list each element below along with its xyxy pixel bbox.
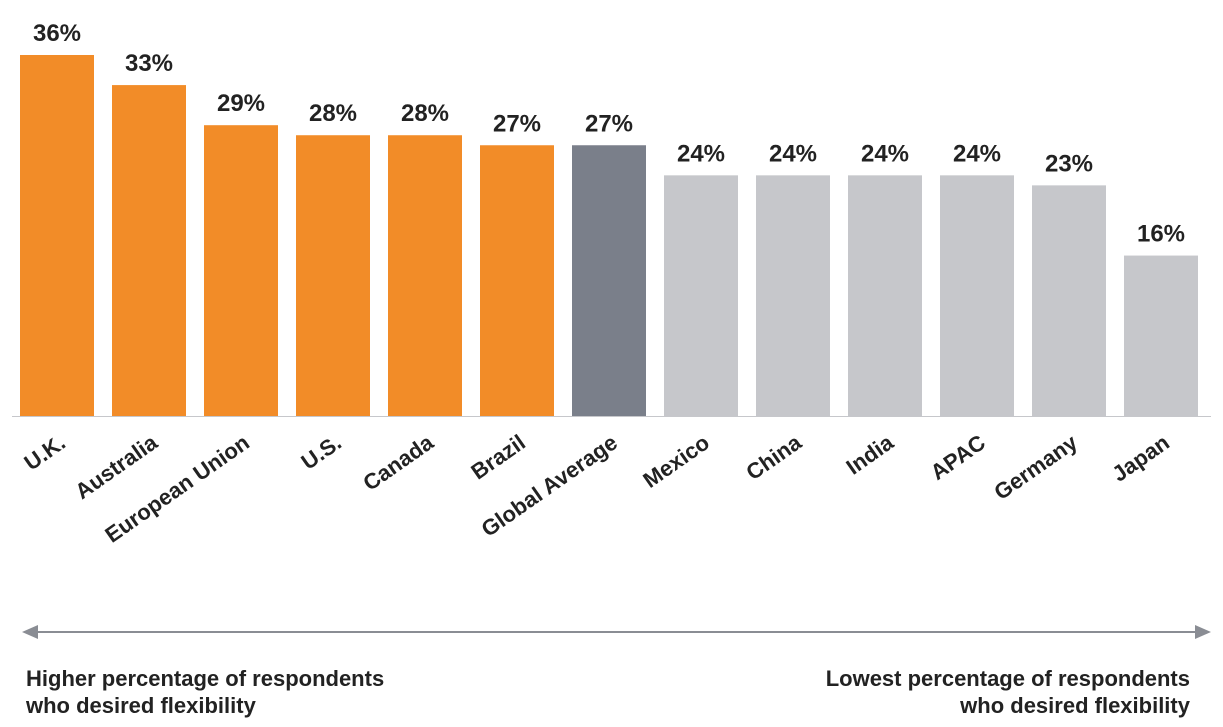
value-label-mexico: 24% <box>677 140 725 167</box>
category-label-germany: Germany <box>989 429 1082 505</box>
value-label-germany: 23% <box>1045 150 1093 177</box>
higher-percentage-note: Higher percentage of respondents who des… <box>26 665 384 719</box>
category-label-china: China <box>741 429 806 485</box>
value-label-japan: 16% <box>1137 221 1185 248</box>
category-label-japan: Japan <box>1107 430 1173 487</box>
category-label-brazil: Brazil <box>466 430 529 485</box>
category-label-apac: APAC <box>926 430 990 485</box>
value-label-apac: 24% <box>953 140 1001 167</box>
category-label-mexico: Mexico <box>638 430 713 493</box>
bar-u-s <box>296 135 370 416</box>
higher-note-line-1: Higher percentage of respondents <box>26 666 385 691</box>
bar-global-average <box>572 145 646 416</box>
lowest-percentage-note: Lowest percentage of respondents who des… <box>826 665 1190 719</box>
value-labels-group: 36% 33% 29% 28% 28% 27% 27% 24% 24% 24% 24% 23% 16% <box>33 20 1185 248</box>
value-label-u-s: 28% <box>309 100 357 127</box>
bar-european-union <box>204 125 278 416</box>
bar-china <box>756 175 830 416</box>
value-label-u-k: 36% <box>33 20 81 47</box>
lowest-note-line-2: who desired flexibility <box>960 693 1190 718</box>
category-label-india: India <box>841 429 898 479</box>
lowest-note-line-1: Lowest percentage of respondents <box>825 666 1190 691</box>
value-label-china: 24% <box>769 140 817 167</box>
category-label-u-s: U.S. <box>296 430 345 475</box>
category-label-u-k: U.K. <box>19 430 69 476</box>
higher-note-line-2: who desired flexibility <box>26 693 256 718</box>
arrow-left-head-icon <box>22 625 38 639</box>
bar-canada <box>388 135 462 416</box>
bar-brazil <box>480 145 554 416</box>
value-label-brazil: 27% <box>493 110 541 137</box>
bar-mexico <box>664 175 738 416</box>
value-label-india: 24% <box>861 140 909 167</box>
category-label-canada: Canada <box>358 429 438 495</box>
value-label-european-union: 29% <box>217 90 265 117</box>
bars-group <box>12 55 1211 417</box>
value-label-canada: 28% <box>401 100 449 127</box>
value-label-australia: 33% <box>125 50 173 77</box>
bar-germany <box>1032 185 1106 416</box>
bar-u-k <box>20 55 94 416</box>
value-label-global-average: 27% <box>585 110 633 137</box>
bar-apac <box>940 175 1014 416</box>
bar-japan <box>1124 255 1198 416</box>
bar-chart: 36%33%29% 28% 28% 27% 27%24% 24% 24% 24% 23%16% … <box>12 20 1211 639</box>
arrow-right-head-icon <box>1195 625 1211 639</box>
bar-india <box>848 175 922 416</box>
bar-australia <box>112 85 186 416</box>
